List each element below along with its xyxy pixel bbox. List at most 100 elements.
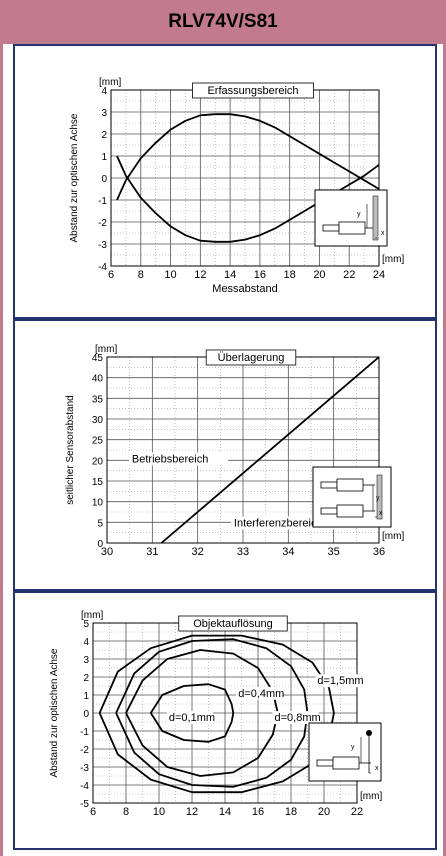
y-tick-label: -5 (80, 799, 89, 810)
y-tick-label: 15 (92, 477, 104, 488)
annotation-betriebsbereich-bg (128, 452, 228, 466)
sensor-inset-drawing: y (376, 495, 380, 502)
series-label-bg (272, 711, 319, 725)
y-axis-label: seitlicher Sensorabstand (65, 395, 76, 505)
series-label: d=0,4mm (238, 688, 284, 700)
series-label-bg (236, 686, 283, 700)
y-tick-label: -3 (80, 763, 89, 774)
chart-title-box (205, 349, 297, 366)
y-unit-label: [mm] (99, 77, 121, 88)
series-label: d=1,5mm (317, 675, 363, 687)
x-tick-label: 32 (192, 546, 204, 558)
x-tick-label: 22 (351, 806, 363, 818)
x-tick-label: 33 (237, 546, 249, 558)
sensor-inset-drawing (336, 504, 364, 518)
x-unit-label: [mm] (360, 791, 382, 802)
sensor-inset-drawing (338, 221, 366, 235)
x-tick-label: 35 (328, 546, 340, 558)
x-tick-label: 6 (90, 806, 96, 818)
sensor-inset-drawing: y (351, 744, 355, 751)
x-tick-label: 31 (146, 546, 158, 558)
series-label-bg (315, 674, 362, 688)
annotation-betriebsbereich: Betriebsbereich (132, 453, 208, 465)
sensor-inset-drawing (320, 481, 338, 489)
chart-title: Erfassungsbereich (207, 85, 298, 97)
y-tick-label: 45 (92, 353, 104, 364)
x-axis-label: Messabstand (212, 283, 277, 295)
y-tick-label: -2 (80, 745, 89, 756)
sensor-inset-drawing (322, 224, 340, 232)
sensor-inset-drawing (320, 507, 338, 515)
x-tick-label: 20 (313, 269, 325, 281)
series-line-1 (160, 356, 380, 544)
y-tick-label: -3 (98, 240, 107, 251)
y-tick-label: 3 (83, 655, 89, 666)
y-tick-label: 25 (92, 436, 104, 447)
x-unit-label: [mm] (382, 531, 404, 542)
series-line-1 (116, 113, 380, 201)
y-unit-label: [mm] (95, 344, 117, 355)
chart-title-box (178, 615, 288, 632)
y-tick-label: 3 (101, 108, 107, 119)
sensor-inset-drawing (316, 759, 334, 767)
y-tick-label: -1 (98, 196, 107, 207)
x-tick-label: 30 (101, 546, 113, 558)
y-tick-label: -2 (98, 218, 107, 229)
series-line-4 (98, 634, 335, 794)
series-line-1 (150, 683, 235, 743)
y-tick-label: -1 (80, 727, 89, 738)
chart-title: Objektauflösung (193, 618, 273, 630)
sensor-inset-drawing (376, 474, 383, 520)
annotation-interferenzbereich: Interferenzbereich (234, 517, 323, 529)
series-label: d=0,8mm (275, 712, 321, 724)
x-tick-label: 36 (373, 546, 385, 558)
sensor-inset-drawing (336, 478, 364, 492)
x-tick-label: 14 (224, 269, 236, 281)
sensor-inset-drawing: y (357, 211, 361, 218)
sensor-inset-drawing: x (379, 510, 383, 517)
x-tick-label: 16 (254, 269, 266, 281)
sensor-inset-drawing (372, 195, 379, 241)
y-unit-label: [mm] (81, 610, 103, 621)
y-tick-label: 5 (97, 518, 103, 529)
x-tick-label: 12 (186, 806, 198, 818)
x-tick-label: 18 (284, 269, 296, 281)
x-tick-label: 24 (373, 269, 385, 281)
y-tick-label: -4 (80, 781, 89, 792)
x-unit-label: [mm] (382, 254, 404, 265)
sensor-inset-drawing: x (375, 765, 379, 772)
series-label-bg (166, 711, 213, 725)
y-tick-label: 2 (101, 130, 107, 141)
series-label: d=0,1mm (169, 712, 215, 724)
page-title: RLV74V/S81 (3, 0, 443, 44)
chart-erfassungsbereich: 6 8 10 12 14 16 18 20 22 24-4-3-2-101234[mm][mm]A… (69, 77, 404, 295)
x-tick-label: 22 (343, 269, 355, 281)
chart-title: Überlagerung (218, 352, 285, 364)
chart-panel-objektaufloesung: 6 8 10 12 14 16 18 20 22 -5 -4 -3 -2 -1 0 1 2 3 4 5 [mm] [mm]… (13, 591, 437, 850)
y-tick-label: 0 (83, 709, 89, 720)
x-tick-label: 10 (153, 806, 165, 818)
chart-ueberlagerung: 30 31 32 33 34 35 36051015202530354045[mm][mm]… (65, 344, 404, 558)
y-tick-label: 10 (92, 498, 104, 509)
y-tick-label: 35 (92, 394, 104, 405)
y-tick-label: 20 (92, 456, 104, 467)
chart-objektaufloesung: 6 8 10 12 14 16 18 20 22-5-4-3-2-1012345[mm][mm]… (49, 610, 382, 818)
y-tick-label: 5 (83, 619, 89, 630)
chart-panel-ueberlagerung: 30 31 32 33 34 35 36 0 5 10 15 20 25 30 35 40 45 [mm] [mm]… (13, 319, 437, 591)
y-tick-label: 1 (83, 691, 89, 702)
x-tick-label: 10 (164, 269, 176, 281)
y-tick-label: 1 (101, 152, 107, 163)
y-tick-label: 30 (92, 415, 104, 426)
x-tick-label: 8 (138, 269, 144, 281)
x-tick-label: 20 (318, 806, 330, 818)
y-tick-label: 2 (83, 673, 89, 684)
x-tick-label: 8 (123, 806, 129, 818)
chart-title-box (192, 82, 314, 99)
chart-panel-erfassungsbereich: 6 8 10 12 14 16 18 20 22 24 -4 -3 -2 -1 0 1 2 3 4 [mm] [mm] A… (13, 44, 437, 319)
y-tick-label: 4 (83, 637, 89, 648)
x-tick-label: 16 (252, 806, 264, 818)
y-tick-label: 0 (101, 174, 107, 185)
x-tick-label: 18 (285, 806, 297, 818)
y-tick-label: -4 (98, 262, 107, 273)
